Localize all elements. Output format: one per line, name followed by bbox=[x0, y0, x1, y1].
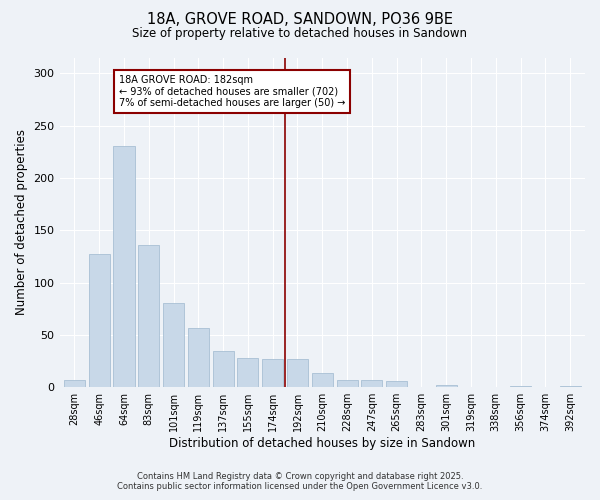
X-axis label: Distribution of detached houses by size in Sandown: Distribution of detached houses by size … bbox=[169, 437, 475, 450]
Bar bbox=[386, 381, 407, 387]
Bar bbox=[361, 380, 382, 387]
Bar bbox=[560, 386, 581, 387]
Text: Contains HM Land Registry data © Crown copyright and database right 2025.
Contai: Contains HM Land Registry data © Crown c… bbox=[118, 472, 482, 491]
Bar bbox=[510, 386, 531, 387]
Bar bbox=[312, 372, 333, 387]
Bar bbox=[262, 359, 283, 387]
Bar bbox=[89, 254, 110, 387]
Bar bbox=[188, 328, 209, 387]
Bar bbox=[113, 146, 134, 387]
Text: Size of property relative to detached houses in Sandown: Size of property relative to detached ho… bbox=[133, 28, 467, 40]
Text: 18A, GROVE ROAD, SANDOWN, PO36 9BE: 18A, GROVE ROAD, SANDOWN, PO36 9BE bbox=[147, 12, 453, 28]
Bar bbox=[436, 385, 457, 387]
Text: 18A GROVE ROAD: 182sqm
← 93% of detached houses are smaller (702)
7% of semi-det: 18A GROVE ROAD: 182sqm ← 93% of detached… bbox=[119, 76, 346, 108]
Bar bbox=[212, 350, 233, 387]
Bar bbox=[287, 359, 308, 387]
Y-axis label: Number of detached properties: Number of detached properties bbox=[15, 130, 28, 316]
Bar bbox=[138, 245, 160, 387]
Bar bbox=[238, 358, 259, 387]
Bar bbox=[64, 380, 85, 387]
Bar bbox=[163, 304, 184, 387]
Bar bbox=[337, 380, 358, 387]
